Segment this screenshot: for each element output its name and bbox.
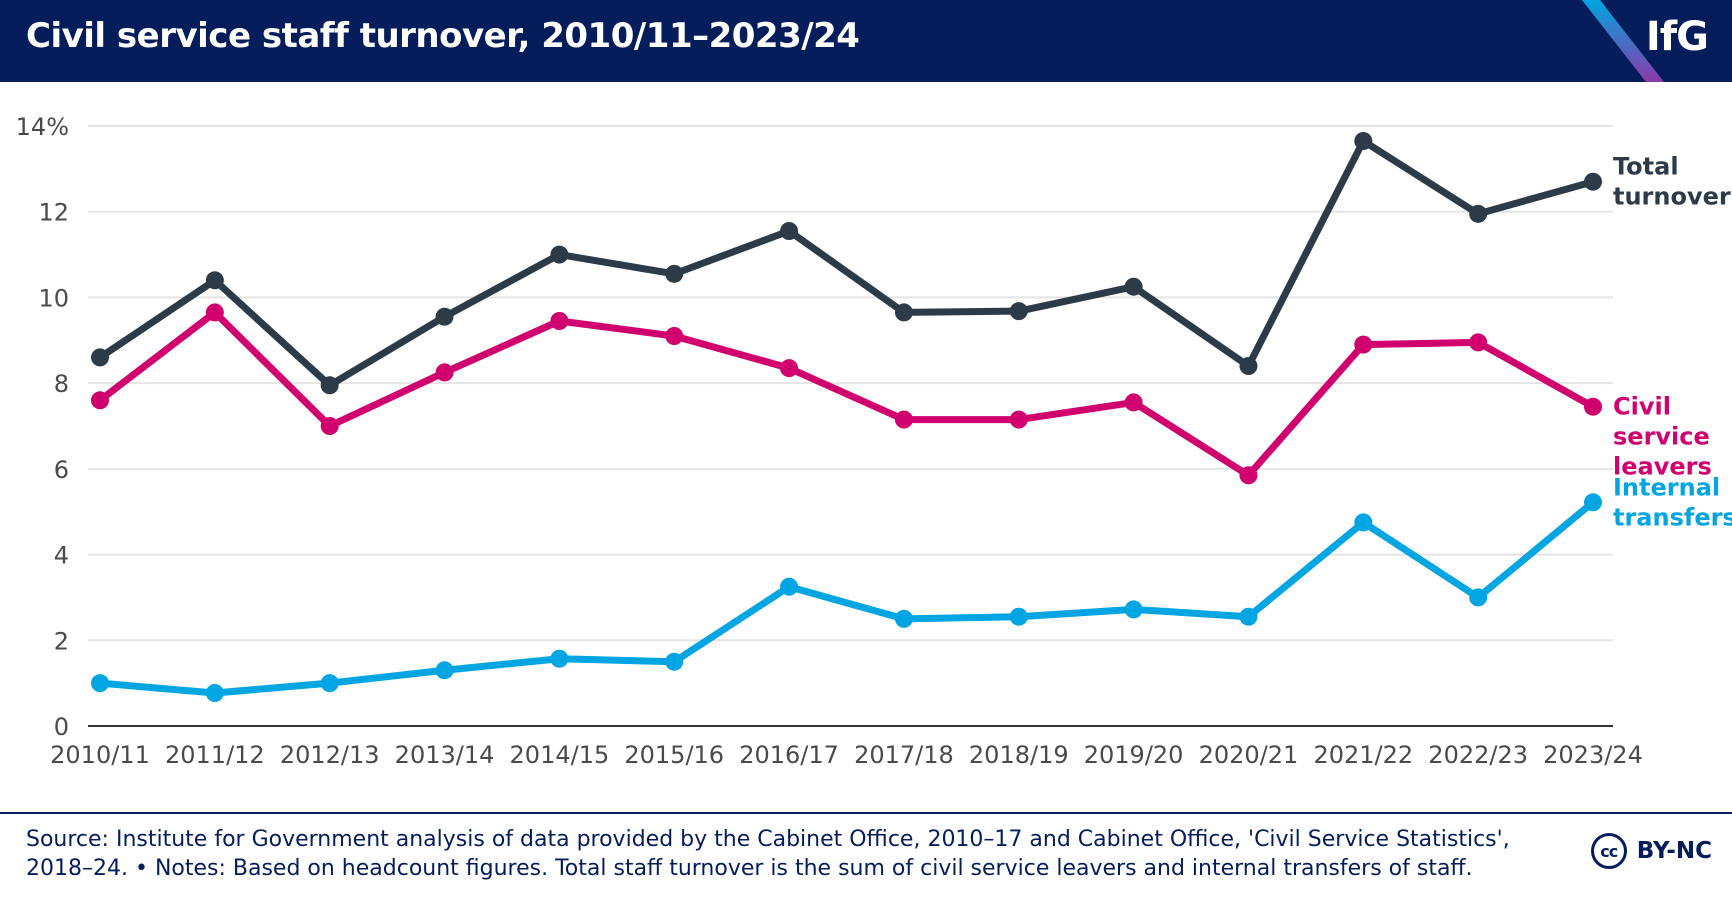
x-tick-label: 2020/21: [1199, 741, 1299, 769]
y-tick-label: 4: [54, 542, 69, 570]
y-tick-label: 12: [38, 199, 69, 227]
x-tick-label: 2018/19: [969, 741, 1069, 769]
license-text: BY-NC: [1636, 838, 1712, 864]
x-tick-label: 2010/11: [50, 741, 150, 769]
series-label-line: Civil: [1613, 393, 1671, 421]
series-label-line: service: [1613, 423, 1710, 451]
data-point-total: [1009, 302, 1028, 321]
data-point-leavers: [435, 363, 454, 382]
data-point-transfers: [320, 674, 339, 693]
data-point-leavers: [1124, 393, 1143, 412]
gridlines: [88, 125, 1613, 642]
series-label-line: Internal: [1613, 473, 1720, 501]
series-label-line: turnover: [1613, 183, 1731, 211]
data-point-total: [205, 271, 224, 290]
header-bar: Civil service staff turnover, 2010/11–20…: [0, 0, 1732, 82]
line-chart: 0 2 4 6 8 10 12 14% 2010/11 2011/12 2012/13 2013/14…: [16, 113, 1732, 769]
x-tick-label: 2023/24: [1543, 741, 1643, 769]
series-line-total: [96, 137, 1597, 389]
series-label-total: Total turnover: [1613, 153, 1731, 211]
data-point-total: [550, 245, 569, 264]
data-point-total: [1469, 204, 1488, 223]
data-point-total: [435, 307, 454, 326]
series-total: [91, 132, 1602, 395]
data-point-total: [780, 222, 799, 240]
data-point-total: [1239, 357, 1258, 375]
y-tick-label: 6: [54, 456, 69, 484]
logo-stripe-icon: [1582, 0, 1664, 82]
x-tick-label: 2016/17: [739, 741, 839, 769]
data-point-leavers: [894, 410, 913, 429]
data-point-transfers: [435, 661, 454, 680]
y-tick-label: 8: [54, 370, 69, 398]
x-tick-label: 2015/16: [624, 741, 724, 769]
source-note: Source: Institute for Government analysi…: [26, 827, 1510, 881]
series-transfers: [91, 493, 1602, 702]
series-label-line: leavers: [1613, 453, 1712, 481]
data-point-leavers: [780, 359, 799, 378]
x-tick-label: 2014/15: [510, 741, 610, 769]
data-point-transfers: [1239, 607, 1258, 626]
series-line-leavers: [96, 308, 1597, 479]
footer-divider: [0, 812, 1732, 814]
series-label-transfers: Internal transfers: [1613, 473, 1732, 531]
data-point-leavers: [1584, 397, 1602, 416]
series-label-line: transfers: [1613, 503, 1732, 531]
data-point-total: [1354, 132, 1373, 150]
series-labels: Total turnover Civil service leaversInternal…: [1613, 153, 1732, 532]
data-point-transfers: [1124, 600, 1143, 619]
axes: 0 2 4 6 8 10 12 14% 2010/11 2011/12 2012/13 2013/14…: [16, 113, 1643, 769]
data-point-transfers: [780, 577, 799, 596]
data-point-transfers: [1584, 493, 1602, 512]
y-tick-label: 2: [54, 627, 69, 655]
data-point-leavers: [1469, 333, 1488, 352]
x-tick-label: 2012/13: [280, 741, 380, 769]
chart-title: Civil service staff turnover, 2010/11–20…: [26, 16, 860, 56]
data-point-leavers: [205, 303, 224, 322]
creative-commons-icon: cc: [1590, 833, 1627, 869]
data-point-transfers: [550, 649, 569, 668]
x-tick-label: 2019/20: [1084, 741, 1184, 769]
data-point-total: [894, 303, 913, 322]
data-point-leavers: [550, 312, 569, 330]
data-point-transfers: [1469, 588, 1488, 607]
x-tick-label: 2022/23: [1428, 741, 1528, 769]
data-point-transfers: [205, 684, 224, 702]
series-label-line: Total: [1613, 153, 1679, 181]
data-point-leavers: [320, 417, 339, 435]
data-point-leavers: [1354, 335, 1373, 354]
series-label-leavers: Civil service leavers: [1613, 393, 1712, 481]
data-point-transfers: [1354, 513, 1373, 532]
y-tick-label: 10: [38, 284, 69, 312]
data-point-total: [320, 376, 339, 395]
y-tick-label: 14%: [16, 113, 69, 141]
data-point-total: [91, 348, 109, 367]
series-line-transfers: [96, 498, 1597, 697]
y-tick-label: 0: [54, 713, 69, 741]
data-point-leavers: [1239, 466, 1258, 485]
data-point-transfers: [91, 674, 109, 693]
data-point-transfers: [665, 652, 684, 671]
x-tick-label: 2017/18: [854, 741, 954, 769]
data-point-leavers: [91, 391, 109, 410]
data-point-total: [1124, 277, 1143, 296]
series: [91, 132, 1602, 702]
data-point-total: [665, 264, 684, 283]
series-leavers: [91, 303, 1602, 485]
data-point-transfers: [1009, 607, 1028, 626]
data-point-total: [1584, 172, 1602, 191]
ifg-logo: IfG: [1645, 14, 1709, 60]
data-point-leavers: [1009, 410, 1028, 429]
data-point-transfers: [894, 609, 913, 628]
data-point-leavers: [665, 327, 684, 345]
license-badge: cc BY-NC: [1590, 833, 1712, 869]
x-tick-label: 2011/12: [165, 741, 265, 769]
x-tick-label: 2021/22: [1313, 741, 1413, 769]
x-tick-label: 2013/14: [395, 741, 495, 769]
